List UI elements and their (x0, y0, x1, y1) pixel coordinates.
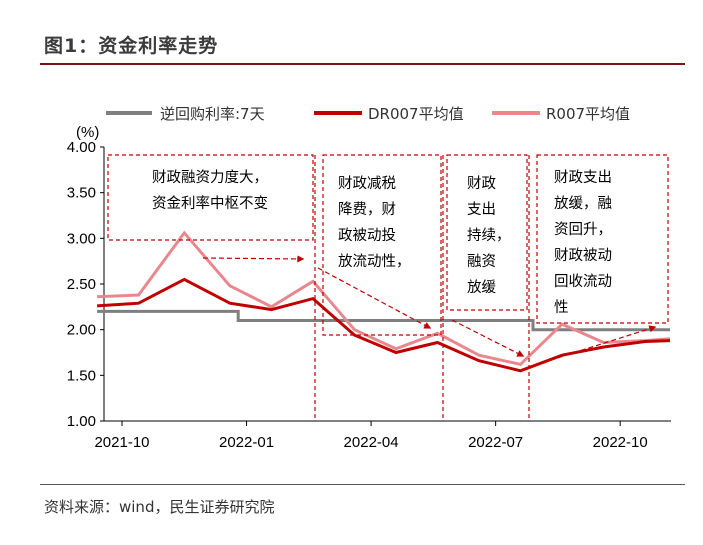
annotation-boxes (107, 154, 669, 336)
x-tick-label: 2021-10 (94, 434, 149, 451)
series-line-reverse-repo (97, 309, 670, 332)
annotation-4-line: 资回升， (554, 221, 612, 238)
y-tick-label: 4.00 (67, 139, 96, 156)
annotation-3-line: 持续， (467, 227, 511, 244)
annotation-2-line: 降费，财 (338, 201, 396, 218)
y-tick-label: 1.50 (67, 367, 96, 384)
trend-arrows (202, 255, 657, 366)
annotation-3-line: 财政 (467, 175, 496, 192)
annotation-box-2 (322, 154, 442, 336)
annotation-box-1 (107, 154, 314, 241)
legend: 逆回购利率:7天 DR007平均值 R007平均值 (106, 105, 630, 123)
trend-arrow-2 (317, 267, 432, 329)
title-rule (40, 63, 685, 65)
annotation-3-line: 放缓 (467, 279, 496, 296)
annotation-box-4 (536, 154, 669, 324)
trend-arrow-4 (534, 325, 657, 366)
legend-label-dr007: DR007平均值 (368, 105, 464, 123)
x-tick-label: 2022-07 (468, 434, 523, 451)
source-rule (40, 484, 685, 485)
figure-title: 图1：资金利率走势 (44, 35, 219, 57)
y-tick-label: 2.00 (67, 322, 96, 339)
trend-arrow-3 (451, 319, 525, 357)
y-tick-group: 4.00 3.50 3.00 2.50 2.00 1.50 1.00 (67, 139, 104, 430)
series-line-dr007 (97, 277, 671, 373)
annotation-box-3 (446, 154, 528, 311)
x-tick-label: 2022-04 (344, 434, 399, 451)
legend-label-r007: R007平均值 (546, 105, 630, 123)
annotation-2-line: 政被动投 (338, 227, 396, 244)
x-tick-label: 2022-01 (219, 434, 274, 451)
annotation-4-line: 财政支出 (554, 169, 612, 186)
annotation-4-line: 放缓，融 (554, 195, 612, 212)
period-dividers (314, 155, 530, 421)
series-line-r007 (97, 230, 671, 367)
y-tick-label: 2.50 (67, 276, 96, 293)
annotation-4-line: 回收流动 (554, 273, 612, 290)
annotation-4-line: 财政被动 (554, 247, 612, 264)
x-tick-group: 2021-10 2022-01 2022-04 2022-07 2022-10 (94, 421, 648, 451)
legend-label-reverse-repo: 逆回购利率:7天 (160, 105, 265, 123)
x-tick-label: 2022-10 (593, 434, 648, 451)
y-tick-label: 3.00 (67, 230, 96, 247)
annotation-texts: 财政融资力度大，资金利率中枢不变财政减税降费，财政被动投放流动性，财政支出持续，… (152, 169, 612, 316)
annotation-1-line: 财政融资力度大， (152, 169, 268, 186)
source-note: 资料来源：wind，民生证券研究院 (44, 498, 275, 516)
annotation-3-line: 支出 (467, 201, 496, 218)
annotation-2-line: 财政减税 (338, 175, 396, 192)
y-tick-label: 1.00 (67, 413, 96, 430)
y-axis-unit: (%) (76, 124, 99, 141)
y-tick-label: 3.50 (67, 185, 96, 202)
annotation-4-line: 性 (554, 299, 569, 316)
trend-arrow-1 (202, 255, 305, 263)
annotation-1-line: 资金利率中枢不变 (152, 195, 268, 212)
annotation-2-line: 放流动性， (338, 253, 411, 270)
annotation-3-line: 融资 (467, 253, 496, 270)
